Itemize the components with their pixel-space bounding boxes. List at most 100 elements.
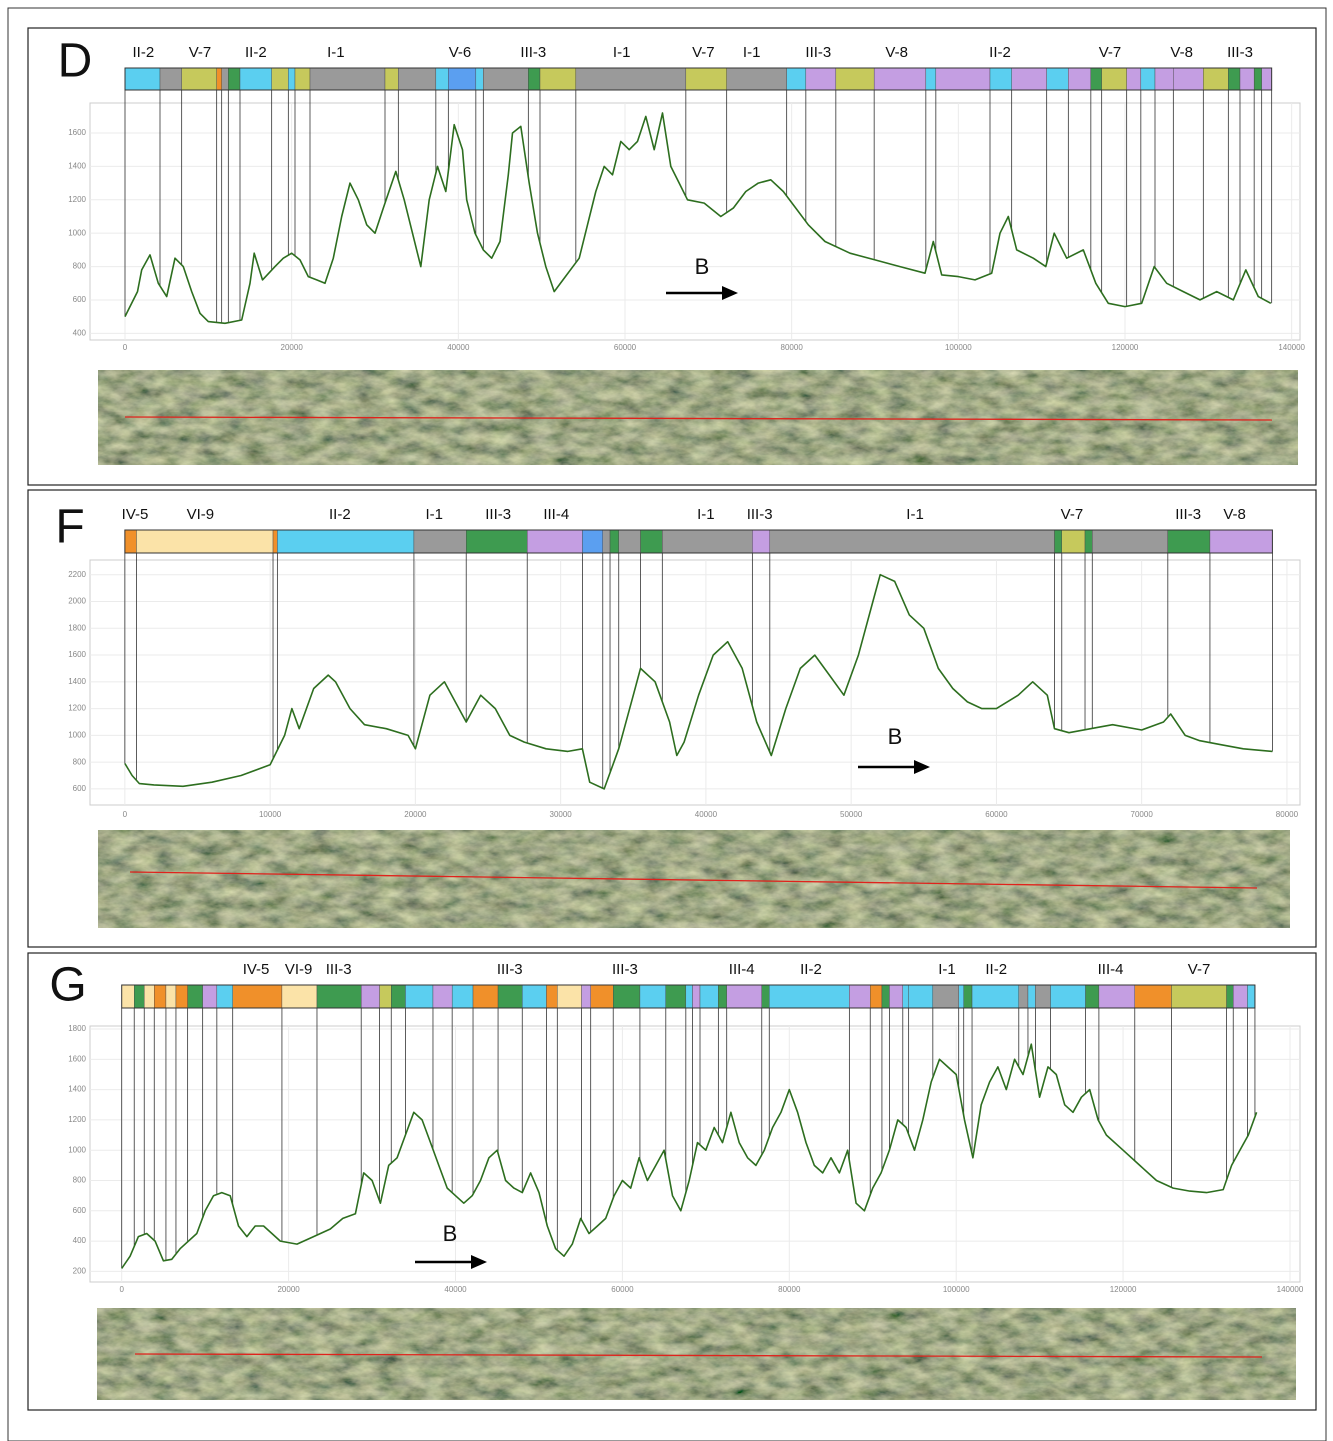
zone-segment	[902, 984, 909, 1009]
zone-label: III-3	[1227, 44, 1253, 61]
x-tick-label: 0	[123, 810, 128, 819]
zone-segment	[1050, 984, 1086, 1009]
zone-label: III-3	[497, 961, 523, 978]
zone-segment	[432, 984, 453, 1009]
x-tick-label: 0	[119, 1285, 124, 1294]
zone-segment	[1084, 529, 1093, 554]
x-tick-label: 100000	[943, 1285, 970, 1294]
y-tick-label: 1800	[68, 1024, 86, 1033]
y-tick-label: 400	[73, 1236, 87, 1245]
zone-segment	[165, 984, 177, 1009]
zone-segment	[685, 67, 727, 91]
zone-segment	[665, 984, 687, 1009]
zone-segment	[435, 67, 449, 91]
zone-label: IV-5	[122, 506, 149, 523]
zone-segment	[870, 984, 883, 1009]
y-tick-label: 1200	[68, 1115, 86, 1124]
zone-label: II-2	[800, 961, 822, 978]
x-tick-label: 50000	[840, 810, 863, 819]
zone-segment	[575, 67, 687, 91]
x-tick-label: 20000	[277, 1285, 300, 1294]
direction-arrowhead	[471, 1255, 487, 1269]
direction-label: B	[695, 254, 710, 279]
zone-segment	[835, 67, 875, 91]
x-tick-label: 100000	[945, 343, 972, 352]
zone-segment	[1085, 984, 1100, 1009]
zone-segment	[805, 67, 837, 91]
zone-label: III-3	[805, 44, 831, 61]
zone-segment	[1054, 529, 1062, 554]
zone-segment	[539, 67, 577, 91]
y-tick-label: 200	[73, 1267, 87, 1276]
plot-frame	[89, 1025, 1301, 1283]
zone-segment	[202, 984, 218, 1009]
zone-segment	[1173, 67, 1204, 91]
zone-segment	[1126, 67, 1142, 91]
zone-segment	[557, 984, 582, 1009]
zone-segment	[1171, 984, 1227, 1009]
x-tick-label: 40000	[447, 343, 470, 352]
zone-segment	[361, 984, 380, 1009]
zone-label: I-1	[613, 44, 631, 61]
panel-letter: G	[49, 959, 86, 1012]
zone-label: VI-9	[187, 506, 215, 523]
direction-arrowhead	[722, 286, 738, 300]
zone-segment	[1253, 67, 1262, 91]
zone-segment	[752, 529, 771, 554]
x-tick-label: 140000	[1278, 343, 1305, 352]
y-tick-label: 800	[73, 757, 87, 766]
profile-track	[129, 871, 1258, 889]
y-tick-label: 1200	[68, 704, 86, 713]
y-tick-label: 1600	[68, 1054, 86, 1063]
zone-segment	[216, 67, 222, 91]
zone-segment	[849, 984, 871, 1009]
zone-segment	[1061, 529, 1086, 554]
x-tick-label: 30000	[550, 810, 573, 819]
x-tick-label: 70000	[1131, 810, 1154, 819]
y-tick-label: 1800	[68, 623, 86, 632]
zone-segment	[935, 67, 991, 91]
zone-label: III-4	[1098, 961, 1124, 978]
y-tick-label: 600	[73, 1206, 87, 1215]
zone-segment	[1092, 529, 1169, 554]
zone-segment	[582, 529, 603, 554]
x-tick-label: 10000	[259, 810, 282, 819]
zone-segment	[483, 67, 529, 91]
y-tick-label: 800	[73, 262, 87, 271]
zone-segment	[613, 984, 641, 1009]
zone-segment	[1134, 984, 1172, 1009]
zone-segment	[271, 67, 289, 91]
zone-segment	[1018, 984, 1029, 1009]
zone-segment	[618, 529, 641, 554]
zone-segment	[384, 67, 399, 91]
x-tick-label: 20000	[281, 343, 304, 352]
zone-segment	[1233, 984, 1248, 1009]
y-tick-label: 1400	[68, 162, 86, 171]
zone-segment	[769, 984, 850, 1009]
panel-frame	[27, 489, 1317, 948]
panel-frame	[27, 27, 1317, 486]
zone-bar-outline	[121, 984, 1256, 1009]
y-tick-label: 400	[73, 328, 87, 337]
zone-segment	[1046, 67, 1069, 91]
zone-segment	[1098, 984, 1135, 1009]
zone-segment	[786, 67, 807, 91]
y-tick-label: 1400	[68, 1085, 86, 1094]
zone-segment	[726, 984, 762, 1009]
zone-segment	[958, 984, 964, 1009]
zone-segment	[277, 529, 415, 554]
y-tick-label: 600	[73, 295, 87, 304]
zone-label: III-3	[520, 44, 546, 61]
zone-segment	[181, 67, 217, 91]
zone-label: III-3	[612, 961, 638, 978]
zone-segment	[522, 984, 547, 1009]
zone-segment	[228, 67, 241, 91]
zone-label: III-4	[543, 506, 569, 523]
zone-segment	[602, 529, 611, 554]
zone-segment	[309, 67, 386, 91]
profile-track	[134, 1353, 1263, 1358]
zone-segment	[1068, 67, 1092, 91]
zone-segment	[281, 984, 318, 1009]
x-tick-label: 60000	[614, 343, 637, 352]
zone-bar-outline	[124, 67, 1273, 91]
